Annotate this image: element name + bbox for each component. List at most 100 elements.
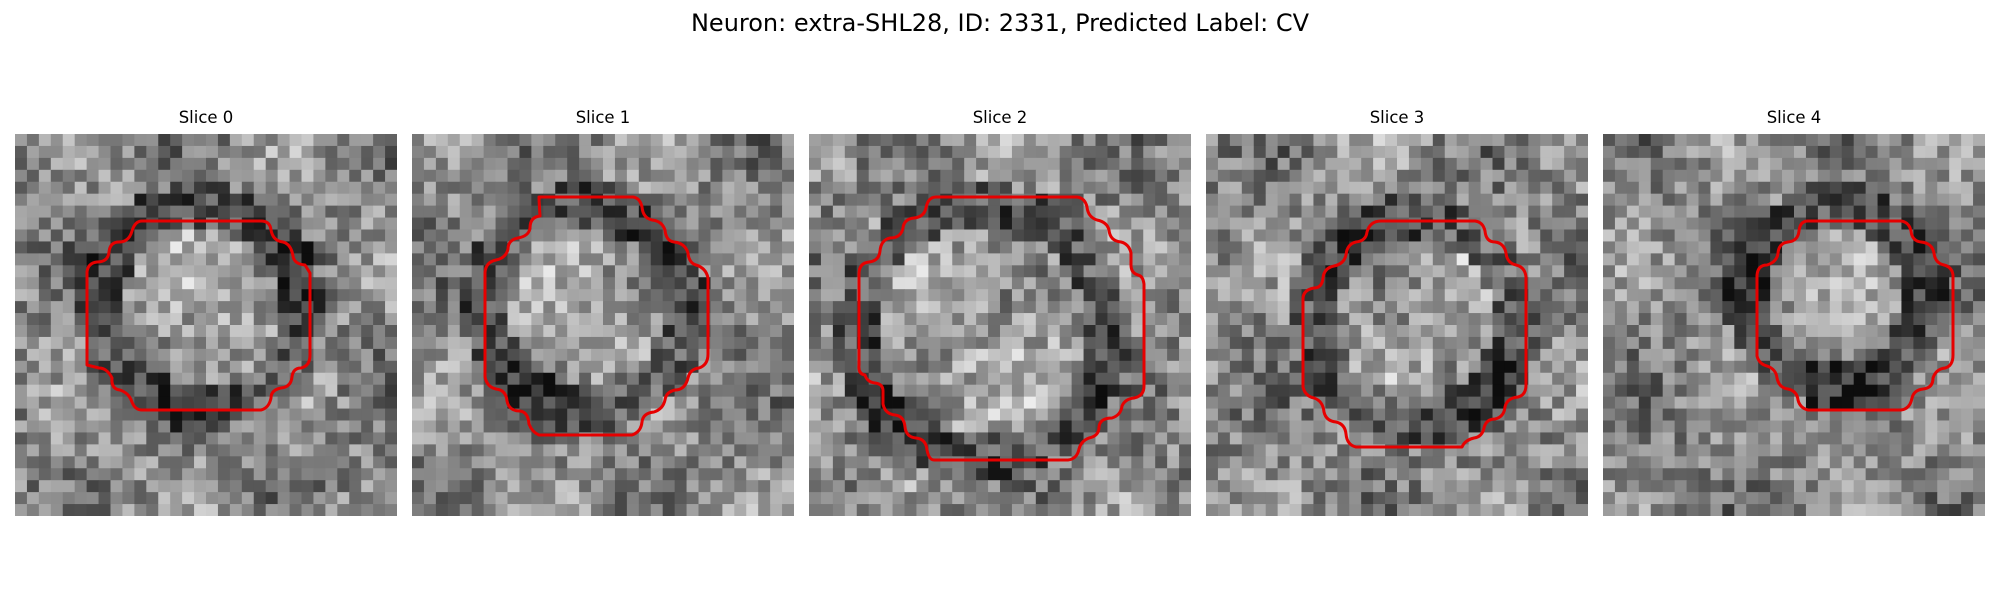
image-pixel [86,336,99,350]
image-pixel [1913,134,1926,147]
image-pixel [1805,384,1819,398]
image-pixel [614,480,628,493]
image-pixel [1650,384,1664,398]
image-pixel [904,145,917,159]
image-pixel [50,313,64,326]
image-pixel [1650,313,1664,326]
image-pixel [349,205,362,218]
image-pixel [1698,217,1711,230]
image-pixel [483,229,496,242]
image-pixel [289,277,302,290]
image-pixel [1901,157,1914,171]
image-pixel [1047,336,1061,350]
image-pixel [1853,408,1867,421]
image-pixel [940,396,953,409]
image-pixel [1083,360,1096,374]
image-pixel [471,456,485,469]
image-pixel [1949,420,1962,433]
image-pixel [170,396,183,409]
image-pixel [38,253,52,266]
image-pixel [217,169,231,183]
image-pixel [1480,301,1493,314]
image-pixel [1179,336,1191,350]
image-pixel [1758,408,1771,421]
image-pixel [1432,456,1446,469]
image-pixel [1794,145,1807,159]
image-pixel [662,492,676,505]
image-pixel [626,229,640,242]
image-pixel [471,241,485,254]
image-pixel [313,313,326,326]
image-pixel [1949,313,1962,326]
image-pixel [1817,241,1831,254]
image-pixel [471,253,485,266]
image-pixel [758,504,771,516]
image-pixel [134,313,147,326]
image-pixel [253,468,267,481]
image-pixel [1576,432,1588,445]
image-pixel [15,229,28,242]
image-pixel [1289,217,1302,230]
image-pixel [1603,181,1616,195]
image-pixel [579,301,592,314]
image-pixel [543,396,556,409]
image-pixel [495,181,508,195]
image-pixel [1480,432,1493,445]
image-pixel [146,348,159,362]
image-pixel [1961,205,1974,218]
image-pixel [459,504,473,516]
image-pixel [674,360,687,374]
image-pixel [1492,384,1505,398]
image-pixel [1000,145,1013,159]
image-pixel [385,360,397,374]
image-pixel [1167,396,1180,409]
image-pixel [495,408,508,421]
image-pixel [722,504,735,516]
image-pixel [86,504,99,516]
image-pixel [435,325,449,338]
image-pixel [483,241,496,254]
image-pixel [337,468,350,481]
image-pixel [217,480,231,493]
image-pixel [650,444,664,457]
image-pixel [722,193,735,207]
image-pixel [1217,325,1231,338]
image-pixel [555,169,568,183]
image-pixel [1480,277,1493,290]
image-pixel [1746,169,1759,183]
image-pixel [1444,229,1458,242]
image-pixel [1746,134,1759,147]
image-pixel [1528,480,1541,493]
image-pixel [241,301,255,314]
image-pixel [940,336,953,350]
image-pixel [1877,229,1890,242]
image-pixel [1782,420,1795,433]
image-pixel [1865,134,1878,147]
image-pixel [471,480,485,493]
image-pixel [1253,253,1267,266]
image-pixel [531,181,544,195]
image-pixel [638,229,652,242]
image-pixel [1722,193,1735,207]
image-pixel [86,325,99,338]
image-pixel [1337,229,1350,242]
image-pixel [1325,456,1338,469]
image-pixel [507,348,520,362]
image-pixel [229,456,243,469]
image-pixel [1877,336,1890,350]
image-pixel [158,444,171,457]
image-pixel [988,253,1001,266]
image-pixel [1325,336,1338,350]
image-pixel [1528,468,1541,481]
image-pixel [122,205,135,218]
image-pixel [579,145,592,159]
image-pixel [1626,372,1640,386]
image-pixel [1770,134,1783,147]
image-pixel [1456,134,1470,147]
image-pixel [423,325,437,338]
image-pixel [722,325,735,338]
image-pixel [614,134,628,147]
image-pixel [1746,408,1759,421]
image-pixel [1468,456,1481,469]
image-pixel [1217,193,1231,207]
